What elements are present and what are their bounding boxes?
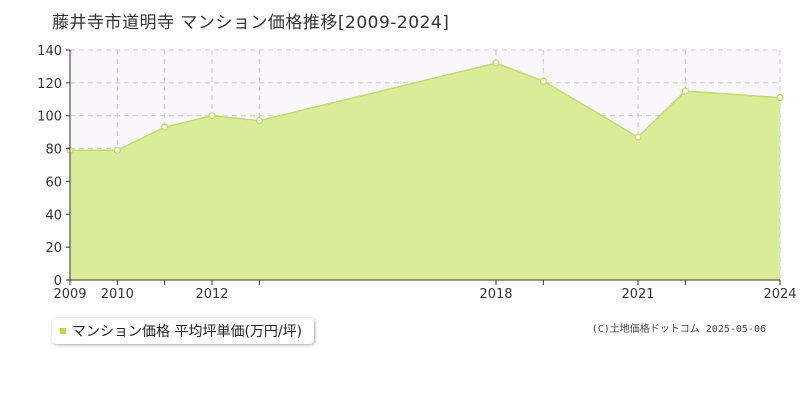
data-point [113, 146, 121, 154]
y-tick-label: 120 [37, 77, 62, 92]
y-tick-label: 40 [45, 208, 62, 223]
data-points [66, 59, 784, 154]
data-point [634, 133, 642, 141]
x-tick-label: 2018 [479, 287, 512, 302]
x-tick-label: 2021 [621, 287, 654, 302]
axes [66, 49, 781, 285]
series-area [70, 63, 780, 281]
data-point [161, 123, 169, 131]
y-tick-label: 60 [45, 175, 62, 190]
data-point [255, 116, 263, 125]
x-tick-label: 2009 [53, 287, 86, 302]
y-tick-labels: 0 20 40 60 80 100 120 140 [37, 44, 62, 289]
y-tick-label: 20 [45, 241, 62, 256]
data-point [539, 77, 547, 85]
data-point [492, 59, 500, 67]
y-tick-label: 100 [37, 110, 62, 125]
legend: マンション価格 平均坪単価(万円/坪) [52, 318, 315, 344]
legend-label: マンション価格 平均坪単価(万円/坪) [72, 324, 303, 340]
legend-swatch [60, 328, 66, 334]
data-point [208, 112, 216, 120]
x-tick-label: 2012 [195, 287, 228, 302]
series-line [70, 62, 781, 151]
chart-title: 藤井寺市道明寺 マンション価格推移[2009-2024] [52, 13, 450, 33]
data-point [681, 87, 689, 95]
y-tick-label: 140 [37, 44, 62, 59]
y-tick-label: 80 [45, 143, 62, 158]
x-tick-label: 2010 [101, 287, 134, 302]
y-tick-label: 0 [54, 274, 62, 289]
copyright: (C)土地価格ドットコム 2025-05-06 [591, 324, 766, 335]
x-tick-labels: 2009 2010 2012 2018 2021 2024 [53, 287, 796, 302]
data-point [776, 93, 784, 102]
x-tick-label: 2024 [763, 287, 796, 302]
